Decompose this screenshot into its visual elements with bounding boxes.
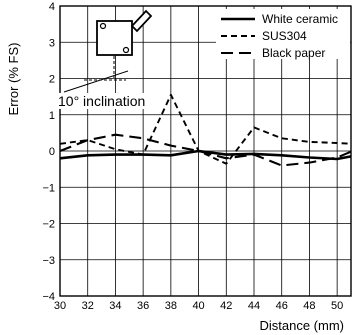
- y-tick-labels: −4 −3 −2 −1 0 1 2 3 4: [42, 1, 55, 303]
- legend: White ceramic SUS304 Black paper: [216, 9, 350, 60]
- y-tick-label: 2: [49, 74, 55, 86]
- x-tick-label: 50: [331, 300, 343, 312]
- y-tick-label: −1: [42, 182, 55, 194]
- x-tick-label: 38: [165, 300, 177, 312]
- x-tick-label: 32: [82, 300, 94, 312]
- x-tick-label: 46: [276, 300, 288, 312]
- x-tick-label: 44: [248, 300, 260, 312]
- y-tick-label: 3: [49, 37, 55, 49]
- legend-background: [216, 9, 350, 59]
- series-line-1: [59, 93, 352, 165]
- y-tick-label: −2: [42, 219, 55, 231]
- y-tick-label: 1: [49, 110, 55, 122]
- series-line-0: [59, 149, 352, 161]
- y-axis-label: Error (% FS): [6, 43, 21, 116]
- inclination-annotation: 10° inclination: [58, 93, 145, 109]
- series-line-2: [59, 133, 352, 167]
- x-tick-label: 36: [137, 300, 149, 312]
- legend-label-2: Black paper: [262, 46, 325, 60]
- x-tick-label: 34: [109, 300, 121, 312]
- legend-label-1: SUS304: [262, 29, 307, 43]
- x-tick-label: 30: [54, 300, 66, 312]
- y-tick-label: 0: [49, 146, 55, 158]
- x-axis-label: Distance (mm): [259, 318, 344, 333]
- x-tick-label: 48: [303, 300, 315, 312]
- y-tick-label: 4: [49, 1, 55, 13]
- y-tick-label: −4: [42, 291, 55, 303]
- series-layer: [59, 93, 352, 167]
- y-tick-label: −3: [42, 255, 55, 267]
- x-tick-label: 42: [220, 300, 232, 312]
- legend-label-0: White ceramic: [262, 12, 338, 26]
- sensor-inclination-illustration: 10° inclination: [58, 9, 154, 109]
- x-tick-labels: 30 32 34 36 38 40 42 44 46 48 50: [54, 300, 343, 312]
- x-tick-label: 40: [192, 300, 204, 312]
